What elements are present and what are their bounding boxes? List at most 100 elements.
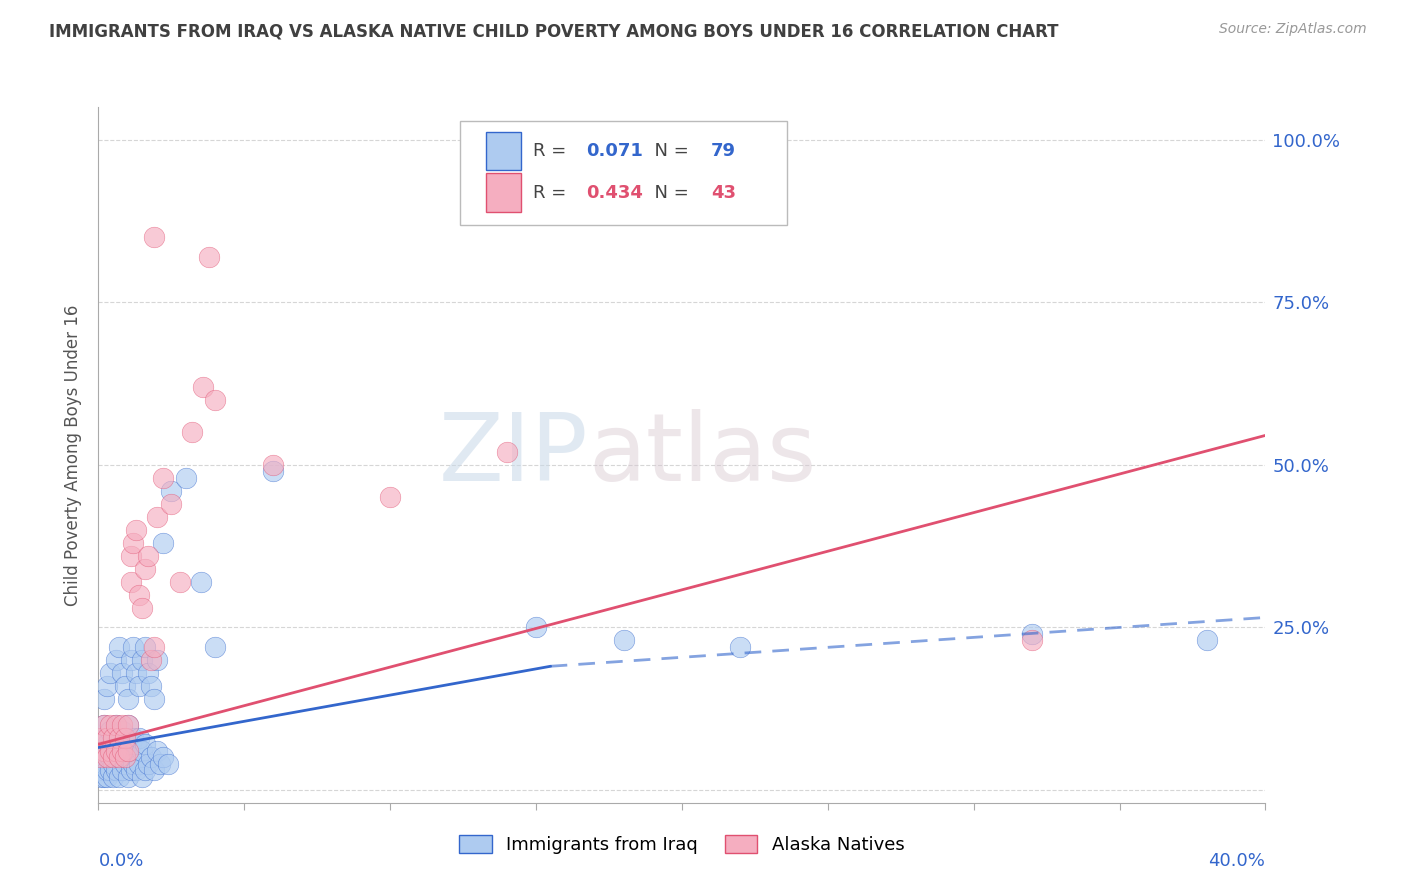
Point bbox=[120, 574, 142, 589]
Point bbox=[1021, 633, 1043, 648]
Point bbox=[96, 750, 118, 764]
Point bbox=[146, 744, 169, 758]
Point bbox=[96, 770, 118, 784]
Text: N =: N = bbox=[644, 142, 695, 160]
Point bbox=[117, 691, 139, 706]
Point bbox=[152, 471, 174, 485]
Point bbox=[134, 640, 156, 654]
Point bbox=[204, 392, 226, 407]
Point bbox=[136, 756, 159, 771]
Point bbox=[128, 588, 150, 602]
Point bbox=[262, 458, 284, 472]
Point bbox=[90, 750, 112, 764]
Point bbox=[1021, 626, 1043, 640]
Point bbox=[90, 731, 112, 745]
Text: R =: R = bbox=[533, 184, 571, 202]
Point bbox=[104, 744, 127, 758]
Legend: Immigrants from Iraq, Alaska Natives: Immigrants from Iraq, Alaska Natives bbox=[450, 826, 914, 863]
Point bbox=[160, 497, 183, 511]
Point bbox=[142, 230, 165, 244]
Point bbox=[108, 750, 131, 764]
Point bbox=[122, 640, 145, 654]
Point bbox=[111, 744, 134, 758]
Point bbox=[96, 679, 118, 693]
Point bbox=[142, 640, 165, 654]
Text: IMMIGRANTS FROM IRAQ VS ALASKA NATIVE CHILD POVERTY AMONG BOYS UNDER 16 CORRELAT: IMMIGRANTS FROM IRAQ VS ALASKA NATIVE CH… bbox=[49, 22, 1059, 40]
Point bbox=[101, 756, 124, 771]
Point bbox=[524, 620, 547, 634]
Point bbox=[111, 718, 134, 732]
Point bbox=[380, 490, 402, 504]
Point bbox=[131, 770, 153, 784]
Point bbox=[128, 731, 150, 745]
Point bbox=[90, 770, 112, 784]
Point bbox=[125, 737, 148, 751]
Point bbox=[104, 718, 127, 732]
Point bbox=[125, 764, 148, 778]
Point bbox=[142, 691, 165, 706]
Point bbox=[136, 665, 159, 680]
Point bbox=[117, 744, 139, 758]
Point bbox=[96, 731, 118, 745]
Point bbox=[111, 744, 134, 758]
Point bbox=[93, 756, 115, 771]
Point bbox=[114, 737, 136, 751]
Point bbox=[98, 764, 121, 778]
Point bbox=[114, 679, 136, 693]
Point bbox=[93, 718, 115, 732]
Point bbox=[160, 483, 183, 498]
Point bbox=[136, 549, 159, 563]
Point bbox=[146, 653, 169, 667]
Point bbox=[93, 718, 115, 732]
Point bbox=[104, 764, 127, 778]
Point bbox=[117, 718, 139, 732]
Point bbox=[93, 744, 115, 758]
Point bbox=[198, 250, 221, 264]
FancyBboxPatch shape bbox=[460, 121, 787, 226]
Point bbox=[128, 756, 150, 771]
Point bbox=[134, 764, 156, 778]
Point bbox=[98, 750, 121, 764]
Point bbox=[122, 731, 145, 745]
Point bbox=[152, 535, 174, 549]
Point bbox=[174, 471, 197, 485]
Point bbox=[131, 653, 153, 667]
Point bbox=[496, 444, 519, 458]
Point bbox=[146, 509, 169, 524]
Point bbox=[134, 562, 156, 576]
Point bbox=[96, 737, 118, 751]
Point bbox=[120, 737, 142, 751]
Point bbox=[1195, 633, 1218, 648]
Point bbox=[114, 750, 136, 764]
Text: 0.434: 0.434 bbox=[586, 184, 643, 202]
Point bbox=[108, 731, 131, 745]
Point bbox=[142, 764, 165, 778]
Point bbox=[262, 464, 284, 478]
Point bbox=[108, 770, 131, 784]
Point bbox=[134, 737, 156, 751]
Point bbox=[101, 770, 124, 784]
Point bbox=[104, 744, 127, 758]
Point bbox=[139, 750, 162, 764]
Point bbox=[98, 724, 121, 739]
Point bbox=[93, 744, 115, 758]
Text: 43: 43 bbox=[711, 184, 737, 202]
Point bbox=[149, 756, 172, 771]
Point bbox=[111, 724, 134, 739]
Point bbox=[139, 653, 162, 667]
Point bbox=[111, 764, 134, 778]
Point bbox=[169, 574, 191, 589]
Text: 0.071: 0.071 bbox=[586, 142, 643, 160]
Point bbox=[93, 770, 115, 784]
Text: atlas: atlas bbox=[589, 409, 817, 501]
Point bbox=[131, 744, 153, 758]
Point bbox=[114, 756, 136, 771]
Point bbox=[120, 764, 142, 778]
Point bbox=[125, 665, 148, 680]
Point bbox=[120, 549, 142, 563]
Text: 0.0%: 0.0% bbox=[98, 852, 143, 870]
Point bbox=[98, 744, 121, 758]
Point bbox=[730, 640, 752, 654]
Point bbox=[152, 750, 174, 764]
Point bbox=[101, 731, 124, 745]
